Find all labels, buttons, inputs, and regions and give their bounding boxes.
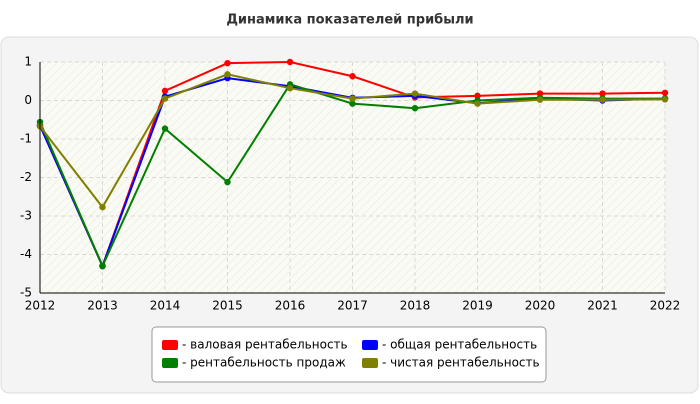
data-point [474, 92, 481, 100]
legend-swatch [162, 358, 178, 368]
data-point [661, 96, 669, 103]
x-tick-label: 2013 [87, 299, 118, 313]
data-point [411, 90, 419, 97]
data-point [161, 87, 169, 95]
x-tick-label: 2020 [525, 299, 556, 313]
data-point [224, 71, 231, 78]
data-point [536, 96, 544, 103]
data-point [161, 95, 169, 102]
y-tick-label: 1 [24, 55, 32, 69]
x-tick-label: 2017 [337, 299, 368, 313]
data-point [349, 73, 356, 80]
data-point [411, 105, 419, 112]
x-tick-label: 2016 [275, 299, 306, 313]
data-point [349, 100, 356, 107]
y-tick-label: -2 [20, 170, 32, 184]
y-tick-label: -1 [20, 132, 32, 146]
data-point [286, 58, 294, 66]
data-point [349, 95, 356, 102]
y-tick-label: -3 [20, 209, 32, 223]
y-tick-label: 0 [24, 93, 32, 107]
data-point [161, 125, 169, 132]
data-point [99, 262, 106, 270]
x-tick-label: 2015 [212, 299, 243, 313]
x-tick-label: 2014 [150, 299, 181, 313]
x-tick-label: 2021 [587, 299, 618, 313]
legend-label: - чистая рентабельность [382, 356, 540, 370]
x-tick-label: 2022 [650, 299, 681, 313]
x-tick-label: 2012 [25, 299, 56, 313]
x-tick-label: 2018 [400, 299, 431, 313]
data-point [224, 59, 231, 67]
legend-swatch [362, 340, 378, 350]
legend-label: - общая рентабельность [382, 338, 537, 352]
data-point [286, 84, 294, 92]
data-point [99, 203, 106, 211]
data-point [599, 96, 606, 103]
x-tick-label: 2019 [462, 299, 493, 313]
legend-swatch [362, 358, 378, 368]
y-tick-label: -4 [20, 247, 32, 261]
data-point [661, 89, 669, 97]
chart-title: Динамика показателей прибыли [226, 13, 473, 28]
data-point [599, 90, 606, 97]
legend [151, 326, 547, 383]
data-point [224, 178, 231, 186]
data-point [474, 100, 481, 107]
y-tick-label: -5 [20, 286, 32, 300]
legend-label: - рентабельность продаж [182, 356, 346, 370]
legend-swatch [162, 340, 178, 350]
legend-label: - валовая рентабельность [182, 338, 348, 352]
